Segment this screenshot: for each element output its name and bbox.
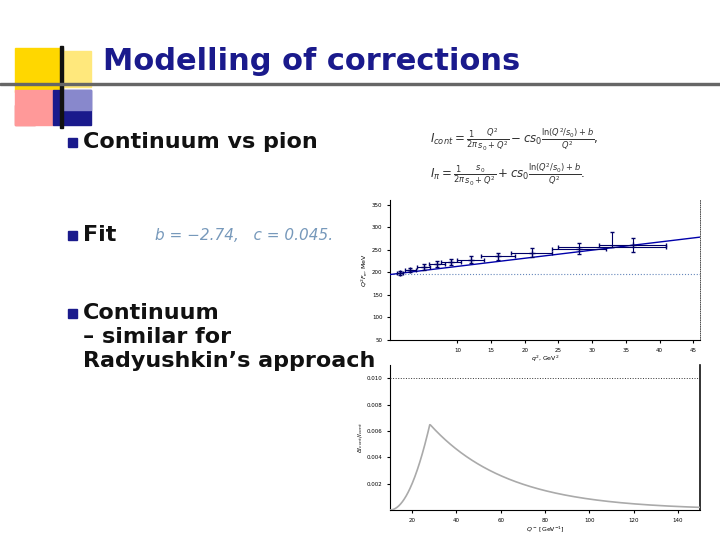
Bar — [60, 46, 63, 128]
Bar — [63, 90, 91, 110]
Text: Radyushkin’s approach: Radyushkin’s approach — [83, 351, 375, 371]
Text: b = −2.74,   c = 0.045.: b = −2.74, c = 0.045. — [155, 227, 333, 242]
Text: Continuum vs pion: Continuum vs pion — [83, 132, 318, 152]
Text: Continuum: Continuum — [83, 303, 220, 323]
X-axis label: $Q^-$ [GeV$^{-1}$]: $Q^-$ [GeV$^{-1}$] — [526, 524, 564, 534]
Bar — [53, 90, 91, 125]
Bar — [63, 51, 91, 87]
Y-axis label: $Q^2 F_{\pi}$, MeV: $Q^2 F_{\pi}$, MeV — [361, 253, 371, 287]
Bar — [68, 308, 77, 318]
Bar — [0, 83, 720, 85]
Bar — [68, 138, 77, 146]
Text: Fit: Fit — [83, 225, 117, 245]
Bar — [15, 90, 53, 125]
Text: Modelling of corrections: Modelling of corrections — [103, 48, 521, 77]
Text: $I_{cont} = \frac{1}{2\pi}\frac{Q^2}{s_0+Q^2} - cs_0\frac{\ln(Q^2/s_0)+b}{Q^2},$: $I_{cont} = \frac{1}{2\pi}\frac{Q^2}{s_0… — [430, 127, 598, 153]
Bar — [68, 231, 77, 240]
Text: – similar for: – similar for — [83, 327, 231, 347]
Text: $I_{\pi} = \frac{1}{2\pi}\frac{s_0}{s_0+Q^2} + cs_0\frac{\ln(Q^2/s_0)+b}{Q^2}.$: $I_{\pi} = \frac{1}{2\pi}\frac{s_0}{s_0+… — [430, 162, 585, 188]
Bar — [15, 105, 35, 125]
X-axis label: $q^2$, GeV$^2$: $q^2$, GeV$^2$ — [531, 354, 559, 364]
Bar — [15, 48, 63, 92]
Y-axis label: $\delta I_{cont}/I_{cont}$: $\delta I_{cont}/I_{cont}$ — [356, 422, 365, 453]
